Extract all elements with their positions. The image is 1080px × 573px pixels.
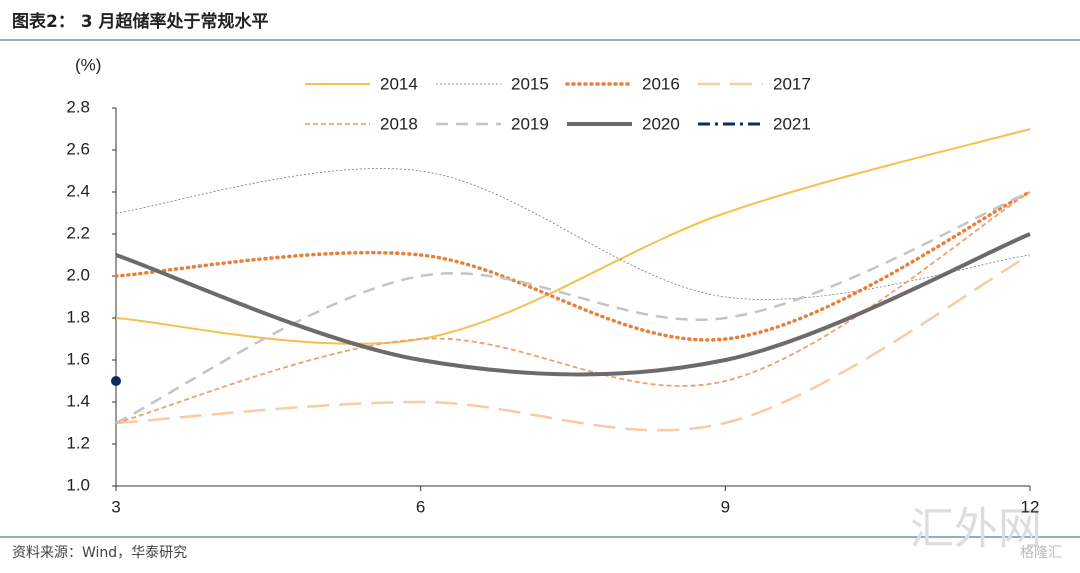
watermark-logo: 格隆汇 — [1020, 545, 1062, 561]
legend-label: 2018 — [380, 114, 418, 133]
series-line — [115, 253, 1031, 432]
point — [111, 376, 121, 386]
x-tick-label: 3 — [111, 497, 120, 516]
y-tick-label: 1.4 — [66, 391, 90, 410]
series-line — [115, 191, 1031, 424]
watermark: 汇外网 — [910, 504, 1042, 555]
x-tick-label: 6 — [416, 497, 425, 516]
series-line — [115, 168, 1031, 300]
y-tick-label: 1.2 — [66, 433, 90, 452]
y-axis-label: (%) — [75, 55, 101, 74]
legend-label: 2016 — [642, 74, 680, 93]
y-tick-label: 1.6 — [66, 349, 90, 368]
y-tick-label: 2.4 — [66, 181, 90, 200]
series-line — [114, 190, 1032, 342]
y-tick-label: 1.0 — [66, 475, 90, 494]
chart-title: 图表2： 3 月超储率处于常规水平 — [12, 11, 269, 32]
legend-label: 2014 — [380, 74, 418, 93]
y-tick-label: 2.8 — [66, 97, 90, 116]
y-tick-label: 1.8 — [66, 307, 90, 326]
legend-label: 2021 — [773, 114, 811, 133]
x-tick-label: 9 — [721, 497, 730, 516]
series-line — [115, 232, 1031, 377]
y-tick-label: 2.2 — [66, 223, 90, 242]
y-tick-label: 2.0 — [66, 265, 90, 284]
series-line — [115, 128, 1031, 345]
legend-label: 2019 — [511, 114, 549, 133]
legend-label: 2017 — [773, 74, 811, 93]
legend-label: 2015 — [511, 74, 549, 93]
source: 资料来源：Wind，华泰研究 — [12, 545, 187, 561]
x-tick-label: 12 — [1021, 497, 1040, 516]
y-tick-label: 2.6 — [66, 139, 90, 158]
legend-label: 2020 — [642, 114, 680, 133]
